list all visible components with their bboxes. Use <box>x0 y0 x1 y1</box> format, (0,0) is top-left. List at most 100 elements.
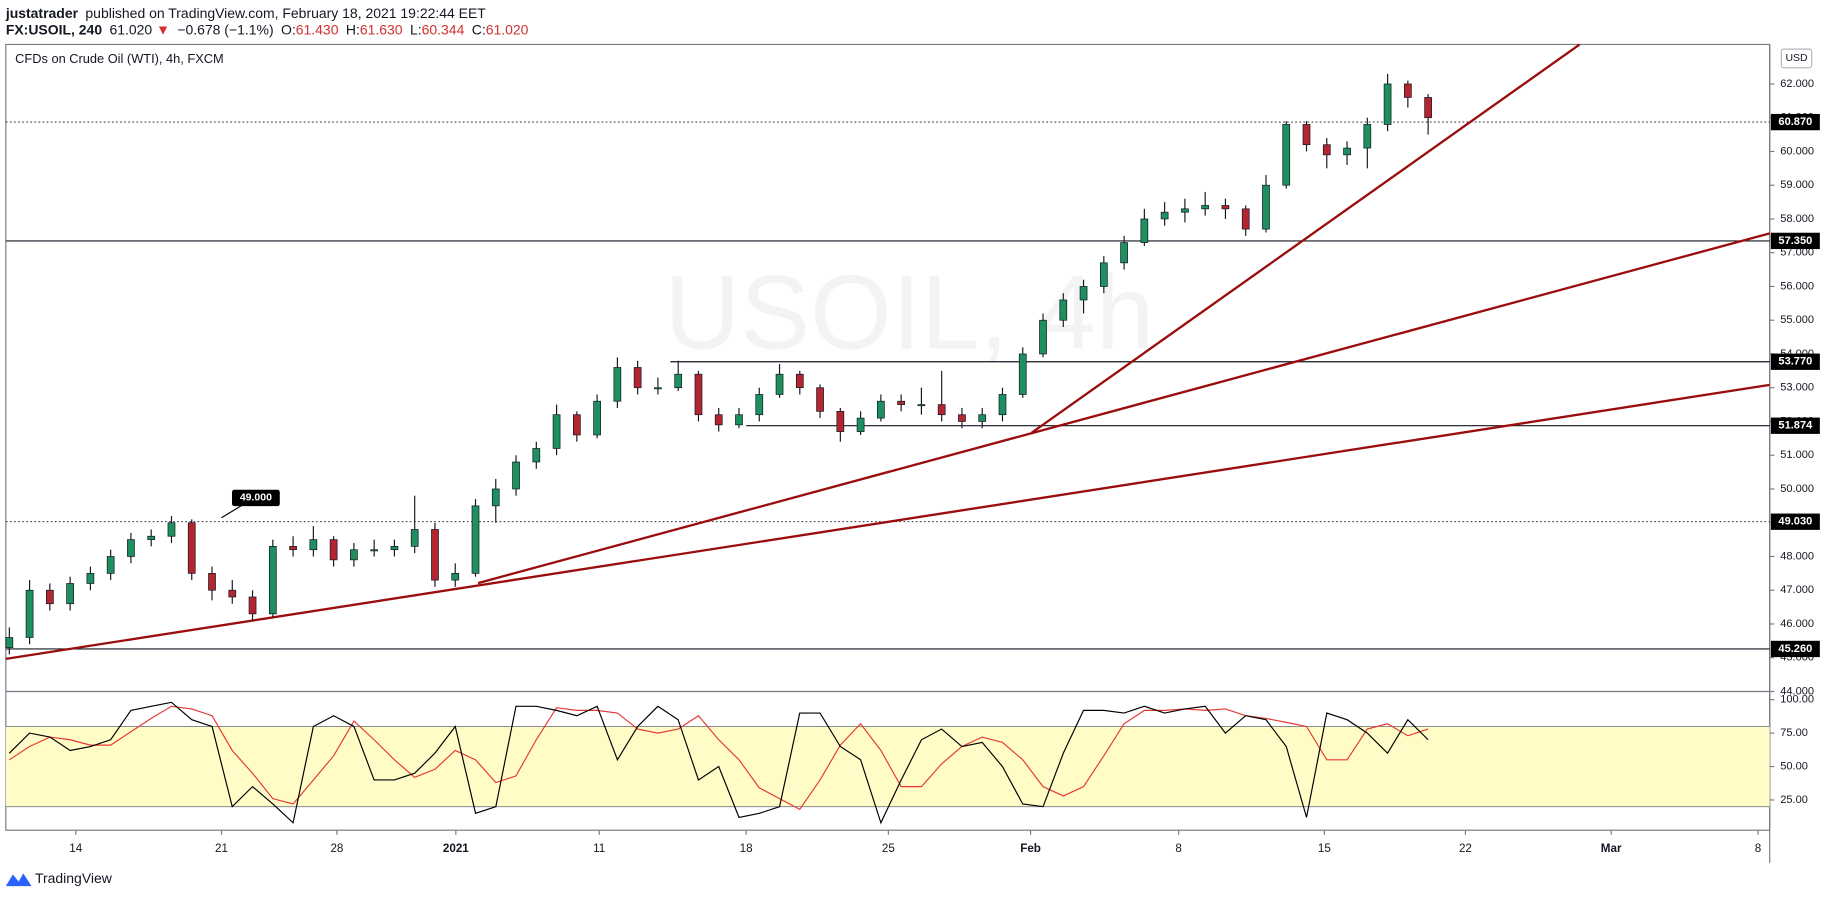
candle-body <box>46 589 54 605</box>
price-label: 45.260 <box>1778 643 1812 655</box>
candle-body <box>1282 124 1291 186</box>
candle-body <box>1302 124 1311 146</box>
candle-body <box>1343 147 1351 156</box>
y-tick-label: 57.000 <box>1780 247 1814 259</box>
y-tick-label: 53.000 <box>1780 382 1814 394</box>
y-tick-label: 56.000 <box>1780 280 1814 292</box>
indicator-tick-label: 75.00 <box>1780 727 1808 739</box>
candle-body <box>552 414 561 449</box>
indicator-tick-label: 50.00 <box>1780 760 1808 772</box>
trend-line <box>1031 43 1581 434</box>
arrow: ▼ <box>156 21 170 37</box>
header-line: justatrader published on TradingView.com… <box>5 5 486 21</box>
symbol-line: FX:USOIL, 240 61.020 ▼ −0.678 (−1.1%) O:… <box>6 21 529 37</box>
candle-body <box>816 387 824 412</box>
candle-body <box>329 539 338 561</box>
candle-layer <box>5 73 1432 655</box>
candle-body <box>228 589 237 598</box>
symbol: FX:USOIL, 240 <box>6 21 102 37</box>
x-tick-label: Feb <box>1020 842 1041 855</box>
trend-line <box>477 232 1771 585</box>
close: 61.020 <box>486 21 529 37</box>
y-tick-label: 44.000 <box>1780 685 1814 697</box>
stoch-line <box>9 705 1429 811</box>
callout-box <box>231 489 280 507</box>
candle-body <box>350 549 358 561</box>
candle-body <box>978 414 987 422</box>
price-label: 51.874 <box>1778 420 1813 432</box>
stoch-band <box>5 726 1770 807</box>
candle-body <box>1424 97 1432 119</box>
axis-layer: 44.00045.00046.00047.00048.00049.00050.0… <box>69 78 1820 855</box>
candle-body <box>998 394 1007 416</box>
x-tick-label: 8 <box>1175 842 1181 855</box>
watermark: USOIL, 4h <box>664 254 1154 371</box>
candle-body <box>390 546 399 551</box>
candle-body <box>106 556 115 574</box>
candle-body <box>836 410 845 432</box>
candle-body <box>633 367 642 389</box>
price-label-box <box>1770 113 1820 131</box>
candle-body <box>795 373 804 389</box>
y-tick-label: 48.000 <box>1780 550 1814 562</box>
candle-body <box>1079 286 1088 301</box>
price-label: 60.870 <box>1778 116 1812 128</box>
candle-body <box>491 488 500 507</box>
price-label-box <box>1770 232 1820 250</box>
x-tick-label: 21 <box>215 842 228 855</box>
open-label: O: <box>281 21 296 37</box>
x-tick-label: 11 <box>593 842 605 855</box>
candle-body <box>593 400 601 436</box>
candle-body <box>5 637 14 648</box>
candle-body <box>248 596 257 615</box>
candle-body <box>937 404 946 416</box>
x-tick-label: 22 <box>1459 842 1472 855</box>
candle-body <box>1201 205 1210 210</box>
candle-body <box>532 448 541 463</box>
chart-frame <box>5 43 1771 831</box>
x-tick-label: 18 <box>740 842 753 855</box>
author: justatrader <box>5 5 79 21</box>
candle-body <box>1120 242 1128 264</box>
price-label-box <box>1770 417 1820 434</box>
candle-body <box>1221 205 1230 210</box>
logo: TradingView <box>5 870 113 887</box>
open: 61.430 <box>296 21 339 37</box>
candle-body <box>431 529 439 581</box>
candle-body <box>1039 319 1047 355</box>
currency-box[interactable] <box>1780 48 1813 69</box>
candle-body <box>856 417 865 432</box>
x-tick-label: Mar <box>1601 842 1622 855</box>
candle-body <box>897 400 905 405</box>
candle-body <box>694 373 703 416</box>
candle-body <box>66 583 74 605</box>
change: −0.678 (−1.1%) <box>177 21 273 37</box>
price-label: 57.350 <box>1778 235 1812 247</box>
candle-body <box>917 404 926 407</box>
high: 61.630 <box>360 21 403 37</box>
x-tick-label: 25 <box>882 842 895 855</box>
low-label: L: <box>410 21 422 37</box>
y-tick-label: 58.000 <box>1780 213 1814 225</box>
candle-body <box>25 589 34 638</box>
candle-body <box>147 535 156 540</box>
callout-pointer <box>221 504 243 519</box>
y-tick-label: 55.000 <box>1780 314 1814 326</box>
y-tick-label: 47.000 <box>1780 584 1814 596</box>
candle-body <box>1363 124 1372 149</box>
candle-body <box>167 522 176 537</box>
x-tick-label: 28 <box>330 842 343 855</box>
y-tick-label: 62.000 <box>1780 78 1814 90</box>
candle-body <box>958 414 966 422</box>
candle-body <box>877 400 885 419</box>
x-tick-label: 8 <box>1755 842 1761 855</box>
candle-body <box>86 573 95 584</box>
logo-icon <box>5 873 32 887</box>
candle-body <box>1099 262 1108 287</box>
y-tick-label: 50.000 <box>1780 483 1814 495</box>
candle-body <box>572 414 581 436</box>
y-tick-label: 46.000 <box>1780 618 1814 630</box>
candle-body <box>1383 83 1392 125</box>
